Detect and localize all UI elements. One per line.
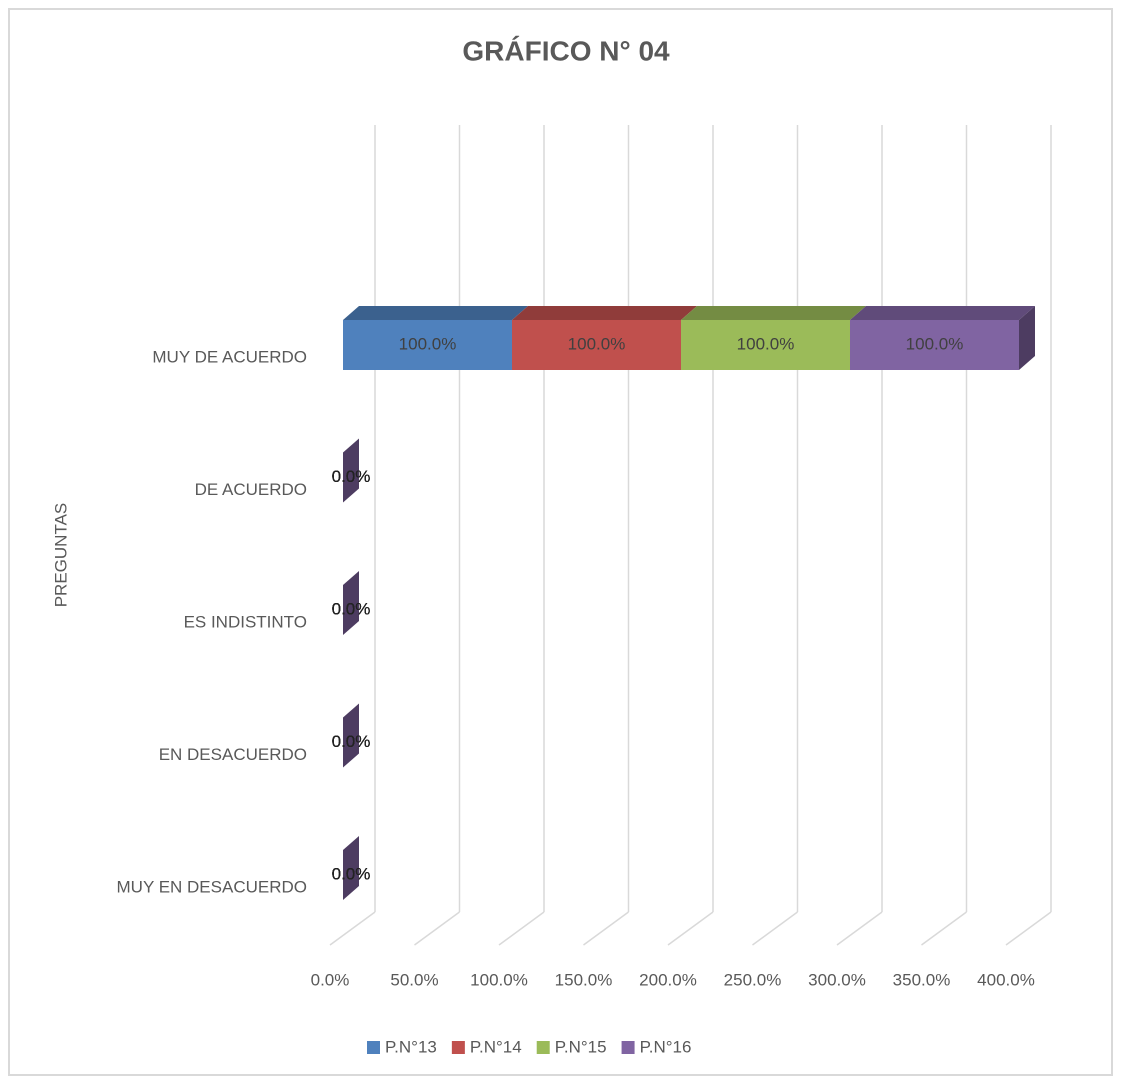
data-label: 0.0% — [332, 864, 371, 883]
y-tick-label: MUY DE ACUERDO — [152, 347, 307, 366]
x-tick-label: 50.0% — [390, 970, 438, 989]
bar-side — [343, 703, 359, 768]
legend-label: P.N°13 — [385, 1037, 437, 1056]
data-label: 0.0% — [332, 467, 371, 486]
y-tick-label: MUY EN DESACUERDO — [117, 877, 308, 896]
chart-border — [8, 8, 1113, 1076]
x-tick-label: 100.0% — [470, 970, 528, 989]
y-tick-label: DE ACUERDO — [195, 480, 307, 499]
bar-side — [343, 571, 359, 635]
x-tick-label: 300.0% — [808, 970, 866, 989]
data-label: 100.0% — [568, 334, 626, 353]
data-label: 100.0% — [906, 334, 964, 353]
grid-line — [752, 911, 798, 946]
legend-swatch — [451, 1041, 465, 1054]
x-tick-label: 200.0% — [639, 970, 697, 989]
x-tick-label: 150.0% — [555, 970, 613, 989]
legend-swatch — [367, 1041, 380, 1054]
data-label: 0.0% — [332, 732, 371, 751]
data-label: 0.0% — [332, 599, 371, 618]
bar-top — [681, 306, 866, 320]
legend-swatch — [621, 1041, 635, 1054]
data-label: 0.0% — [332, 732, 371, 751]
bar — [512, 320, 681, 370]
data-label: 0.0% — [332, 864, 371, 883]
y-tick-label: ES INDISTINTO — [184, 612, 307, 631]
x-tick-label: 250.0% — [724, 970, 782, 989]
grid-line — [498, 911, 545, 946]
bar-side — [343, 438, 359, 503]
data-label: 100.0% — [737, 334, 795, 353]
legend-label: P.N°14 — [470, 1037, 522, 1056]
data-label: 0.0% — [332, 732, 371, 751]
chart-title: GRÁFICO N° 04 — [462, 35, 670, 66]
bar — [681, 320, 850, 370]
bar-top — [512, 306, 697, 320]
grid-line — [667, 911, 714, 946]
y-axis-title: PREGUNTAS — [51, 503, 70, 608]
bar-side — [343, 836, 359, 900]
grid-line — [329, 911, 376, 946]
legend-swatch — [536, 1041, 550, 1054]
grid-line — [836, 911, 883, 946]
data-label: 0.0% — [332, 864, 371, 883]
data-label: 0.0% — [332, 467, 371, 486]
grid-line — [583, 911, 629, 946]
grid-line — [414, 911, 460, 946]
x-tick-label: 400.0% — [977, 970, 1035, 989]
data-label: 0.0% — [332, 599, 371, 618]
bar-top — [343, 306, 528, 320]
data-label: 0.0% — [332, 467, 371, 486]
data-label: 0.0% — [332, 467, 371, 486]
data-label: 0.0% — [332, 599, 371, 618]
x-tick-label: 350.0% — [893, 970, 951, 989]
legend-label: P.N°16 — [640, 1037, 692, 1056]
data-label: 100.0% — [399, 334, 457, 353]
grid-line — [1005, 911, 1052, 946]
legend-label: P.N°15 — [555, 1037, 607, 1056]
grid-line — [921, 911, 967, 946]
y-tick-label: EN DESACUERDO — [159, 745, 307, 764]
data-label: 0.0% — [332, 599, 371, 618]
bar-side — [1019, 306, 1035, 370]
bar — [343, 320, 512, 370]
data-label: 0.0% — [332, 864, 371, 883]
bar-top — [850, 306, 1035, 320]
data-label: 0.0% — [332, 732, 371, 751]
bar — [850, 320, 1019, 370]
x-tick-label: 0.0% — [311, 970, 350, 989]
